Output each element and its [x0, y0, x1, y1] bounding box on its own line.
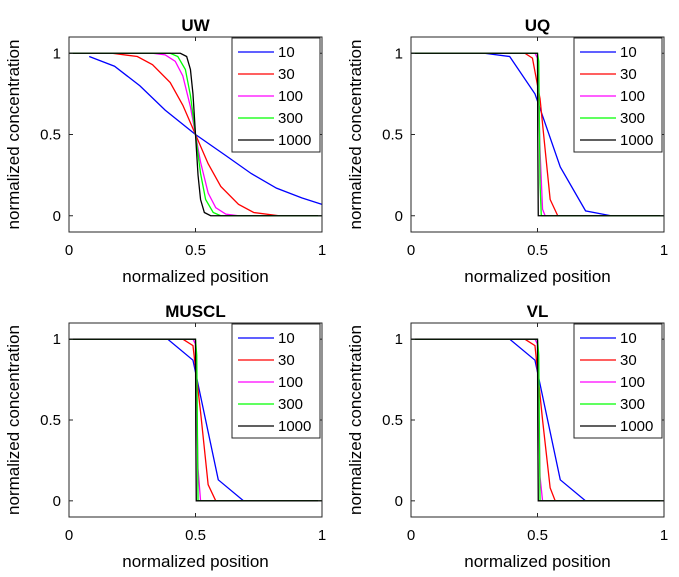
x-tick-label: 0.5: [527, 242, 548, 259]
y-tick-label: 0: [395, 208, 403, 225]
series-group: [69, 52, 323, 217]
legend-box: [231, 37, 321, 153]
series-line-1000: [411, 52, 664, 217]
series-group: [69, 338, 322, 502]
y-tick-label: 0.5: [382, 127, 403, 144]
chart-title: VL: [527, 302, 549, 321]
x-axis-label: normalized position: [122, 267, 268, 286]
x-axis-label: normalized position: [464, 552, 610, 571]
y-tick-label: 1: [395, 45, 403, 62]
y-axis-label: normalized concentration: [346, 40, 365, 230]
legend-box: [573, 37, 663, 153]
x-tick-label: 1: [660, 242, 668, 259]
legend-label-1000: 1000: [620, 132, 653, 149]
x-tick-label: 1: [318, 242, 326, 259]
x-tick-label: 0.5: [527, 527, 548, 544]
legend-label-100: 100: [278, 88, 303, 105]
series-line-10: [89, 55, 323, 205]
chart-title: MUSCL: [165, 302, 225, 321]
chart-title: UW: [181, 16, 210, 35]
series-line-1000: [69, 338, 322, 502]
y-tick-label: 0: [53, 493, 61, 510]
legend-label-30: 30: [620, 66, 637, 83]
legend-label-100: 100: [278, 374, 303, 391]
legend-label-10: 10: [620, 330, 637, 347]
legend-label-100: 100: [620, 88, 645, 105]
legend-label-10: 10: [278, 330, 295, 347]
legend-label-1000: 1000: [278, 418, 311, 435]
y-tick-label: 1: [53, 331, 61, 348]
legend-box: [573, 323, 663, 439]
legend-label-300: 300: [278, 396, 303, 413]
y-axis-label: normalized concentration: [4, 40, 23, 230]
y-tick-label: 0: [53, 208, 61, 225]
x-tick-label: 0.5: [185, 242, 206, 259]
legend-label-30: 30: [278, 352, 295, 369]
legend-label-1000: 1000: [278, 132, 311, 149]
series-group: [411, 338, 664, 502]
legend: 10 30 100 300 1000: [573, 37, 663, 153]
legend: 10 30 100 300 1000: [231, 323, 321, 439]
x-tick-label: 0: [65, 242, 73, 259]
y-tick-label: 1: [395, 331, 403, 348]
y-tick-label: 0.5: [40, 127, 61, 144]
legend-label-300: 300: [620, 110, 645, 127]
chart-title: UQ: [525, 16, 551, 35]
series-line-1000: [69, 52, 322, 217]
legend: 10 30 100 300 1000: [573, 323, 663, 439]
y-axis-label: normalized concentration: [4, 325, 23, 515]
legend-label-30: 30: [278, 66, 295, 83]
legend: 10 30 100 300 1000: [231, 37, 321, 153]
x-tick-label: 1: [660, 527, 668, 544]
legend-label-300: 300: [278, 110, 303, 127]
x-tick-label: 0: [65, 527, 73, 544]
x-tick-label: 1: [318, 527, 326, 544]
series-group: [411, 52, 664, 217]
x-tick-label: 0.5: [185, 527, 206, 544]
legend-label-100: 100: [620, 374, 645, 391]
legend-box: [231, 323, 321, 439]
y-tick-label: 0: [395, 493, 403, 510]
y-tick-label: 1: [53, 45, 61, 62]
legend-label-10: 10: [620, 44, 637, 61]
legend-label-30: 30: [620, 352, 637, 369]
x-axis-label: normalized position: [464, 267, 610, 286]
series-line-1000: [411, 338, 664, 502]
x-tick-label: 0: [407, 527, 415, 544]
y-tick-label: 0.5: [40, 412, 61, 429]
y-axis-label: normalized concentration: [346, 325, 365, 515]
legend-label-300: 300: [620, 396, 645, 413]
legend-label-1000: 1000: [620, 418, 653, 435]
x-axis-label: normalized position: [122, 552, 268, 571]
y-tick-label: 0.5: [382, 412, 403, 429]
legend-label-10: 10: [278, 44, 295, 61]
x-tick-label: 0: [407, 242, 415, 259]
